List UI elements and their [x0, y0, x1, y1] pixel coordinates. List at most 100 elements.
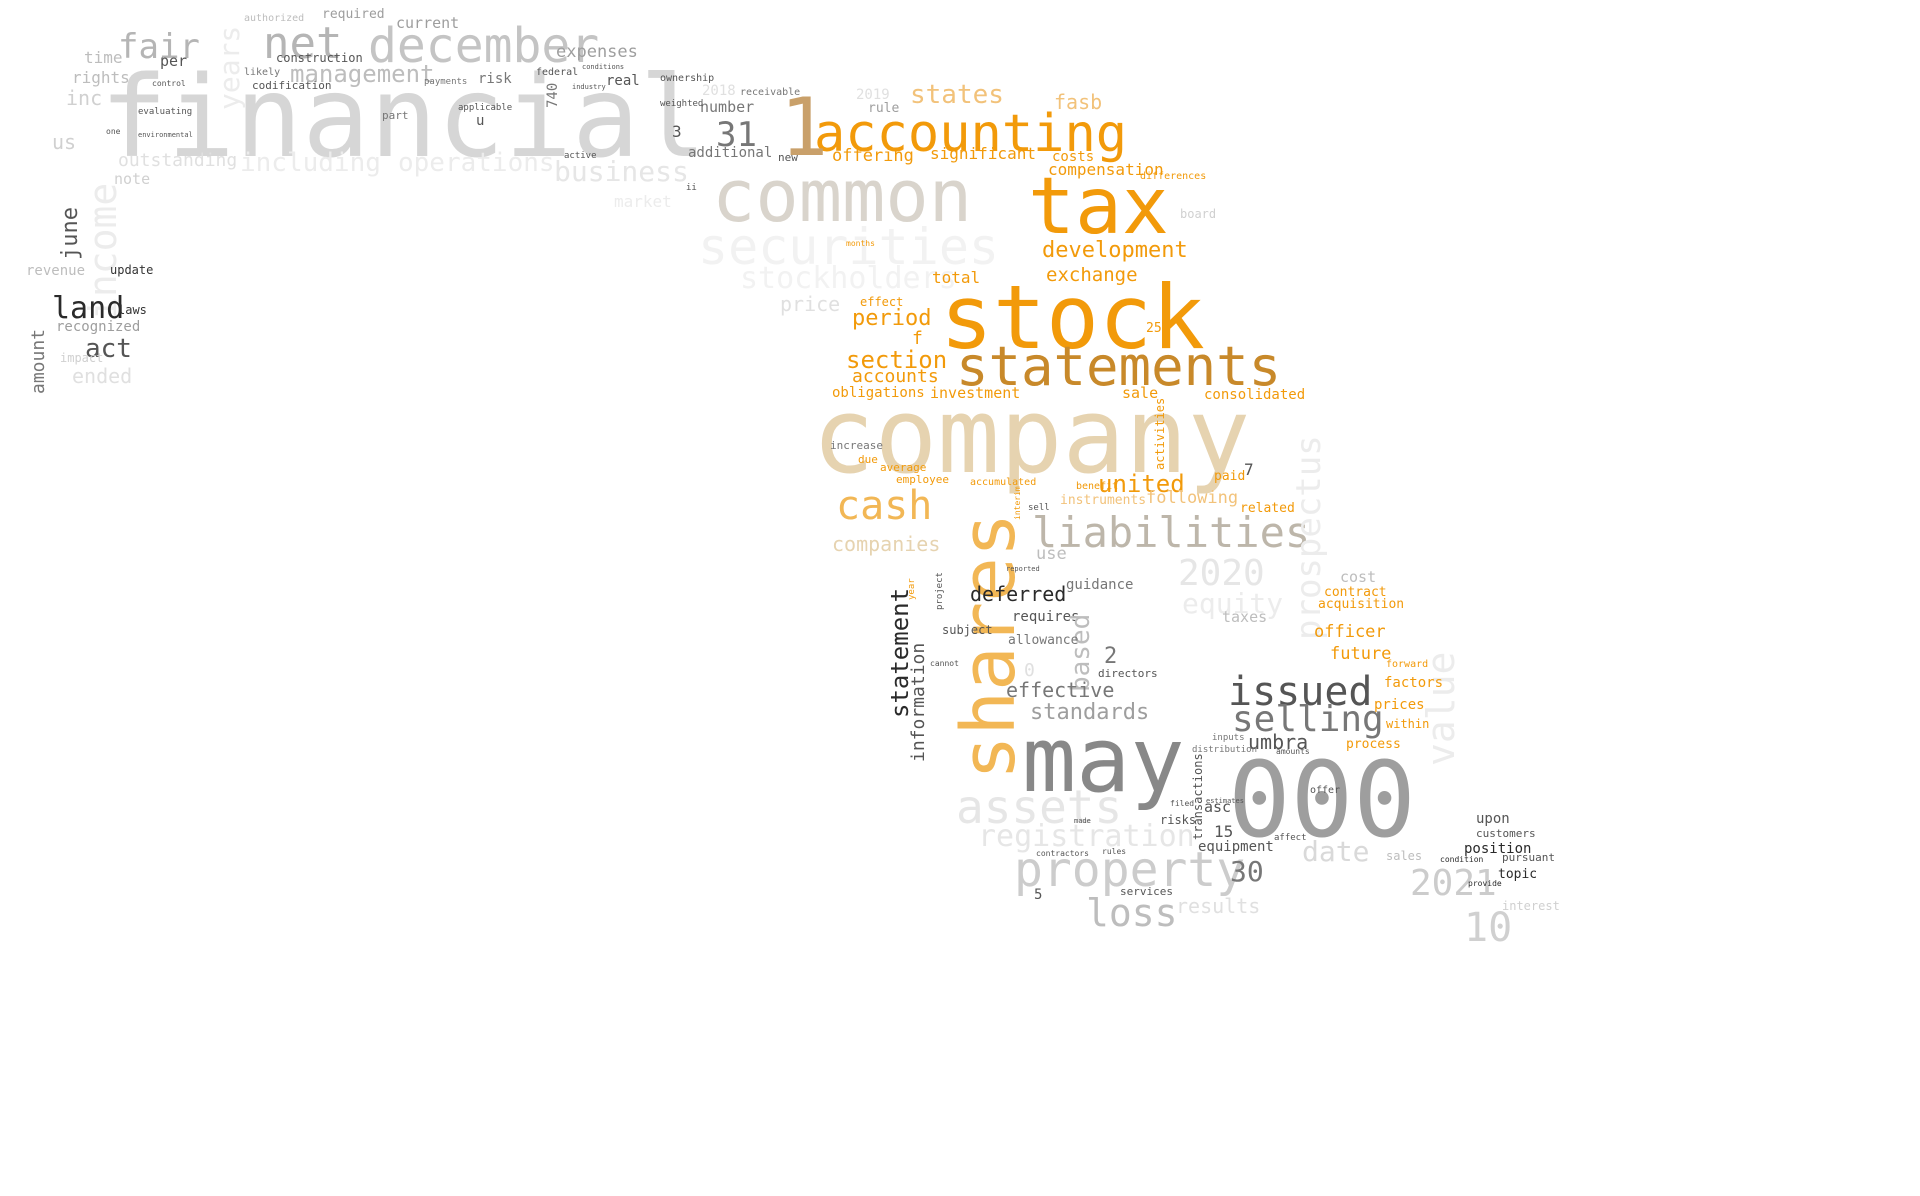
word: sale	[1122, 384, 1159, 402]
word: information	[908, 642, 929, 762]
word: may	[1022, 708, 1185, 813]
word: condition	[1440, 855, 1484, 864]
word: increase	[830, 439, 883, 452]
word: codification	[252, 79, 332, 92]
word: obligations	[832, 385, 925, 401]
word: outstanding	[118, 150, 238, 171]
word: interim	[1013, 486, 1022, 520]
word: accounts	[852, 366, 939, 387]
word: 25	[1146, 321, 1162, 336]
word: topic	[1498, 867, 1538, 882]
word: part	[382, 109, 409, 122]
word: provide	[1468, 879, 1502, 888]
word: umbra	[1248, 730, 1309, 754]
word: loss	[1086, 891, 1178, 935]
word: inc	[66, 86, 103, 110]
word: due	[858, 453, 878, 466]
word: costs	[1052, 149, 1095, 165]
word: acquisition	[1318, 597, 1405, 612]
word: payments	[424, 77, 468, 87]
word: future	[1330, 644, 1392, 664]
word: recognized	[56, 319, 141, 335]
word: land	[52, 291, 125, 326]
word: cannot	[930, 659, 959, 668]
word: within	[1386, 717, 1430, 731]
word: market	[614, 192, 672, 211]
word: instruments	[1060, 493, 1147, 508]
word: sales	[1386, 849, 1423, 863]
word: related	[1240, 501, 1295, 516]
word: financial	[100, 53, 707, 183]
word: estimates	[1206, 797, 1244, 805]
word: laws	[118, 303, 147, 317]
word: offer	[1310, 785, 1341, 796]
word: impact	[60, 351, 104, 365]
word: update	[110, 263, 154, 277]
word: significant	[930, 144, 1036, 163]
word: rights	[72, 68, 130, 87]
word: common	[712, 154, 973, 238]
word: rule	[868, 101, 900, 116]
word: management	[290, 60, 435, 88]
word: months	[846, 239, 875, 248]
word: exchange	[1046, 264, 1138, 286]
word: december	[368, 18, 600, 74]
word: additional	[688, 145, 773, 161]
word: following	[1146, 488, 1239, 508]
word: years	[213, 25, 246, 110]
word: assets	[956, 780, 1123, 834]
word: 1	[780, 81, 829, 174]
word: rules	[1102, 847, 1127, 856]
word: 15	[1214, 822, 1234, 841]
word: registration	[978, 819, 1195, 854]
word: process	[1346, 737, 1401, 752]
word: activities	[1153, 397, 1167, 470]
word: applicable	[458, 103, 513, 113]
word: cash	[836, 483, 933, 529]
word: 2018	[702, 83, 736, 99]
word: date	[1302, 835, 1370, 868]
word: net	[263, 18, 343, 69]
word: control	[152, 79, 186, 88]
word: construction	[276, 51, 363, 65]
word: federal	[536, 67, 579, 78]
word: property	[1014, 842, 1246, 898]
word: contractors	[1036, 849, 1089, 858]
word: 000	[1228, 739, 1416, 861]
word: accounting	[814, 104, 1128, 164]
word: 2020	[1178, 553, 1265, 594]
word: 30	[1230, 855, 1264, 888]
word: employee	[896, 473, 949, 486]
word: ended	[72, 364, 133, 388]
word: risk	[478, 71, 512, 87]
word: filed	[1170, 799, 1195, 808]
word: industry	[572, 83, 606, 91]
word: ownership	[660, 73, 715, 84]
word: 0	[1024, 660, 1035, 681]
word: interest	[1502, 899, 1560, 913]
word: 5	[1034, 887, 1043, 903]
word: june	[58, 207, 83, 260]
word: average	[880, 461, 927, 474]
word: weighted	[660, 99, 704, 109]
word: use	[1036, 544, 1067, 564]
word: investment	[930, 384, 1021, 402]
word: guidance	[1066, 577, 1134, 593]
word: year	[907, 578, 917, 600]
word: pursuant	[1502, 851, 1555, 864]
word: authorized	[244, 13, 305, 24]
word: one	[106, 127, 121, 136]
word: selling	[1232, 699, 1384, 740]
word: amounts	[1276, 747, 1310, 756]
word: equipment	[1198, 839, 1274, 855]
word: asc	[1204, 798, 1232, 816]
word: project	[935, 572, 945, 610]
word: equity	[1182, 587, 1284, 620]
word: 31	[716, 115, 757, 155]
word: upon	[1476, 811, 1510, 827]
word: officer	[1314, 622, 1386, 642]
word: factors	[1384, 675, 1444, 691]
word: liabilities	[1032, 508, 1311, 557]
word: stockholders	[740, 261, 957, 296]
